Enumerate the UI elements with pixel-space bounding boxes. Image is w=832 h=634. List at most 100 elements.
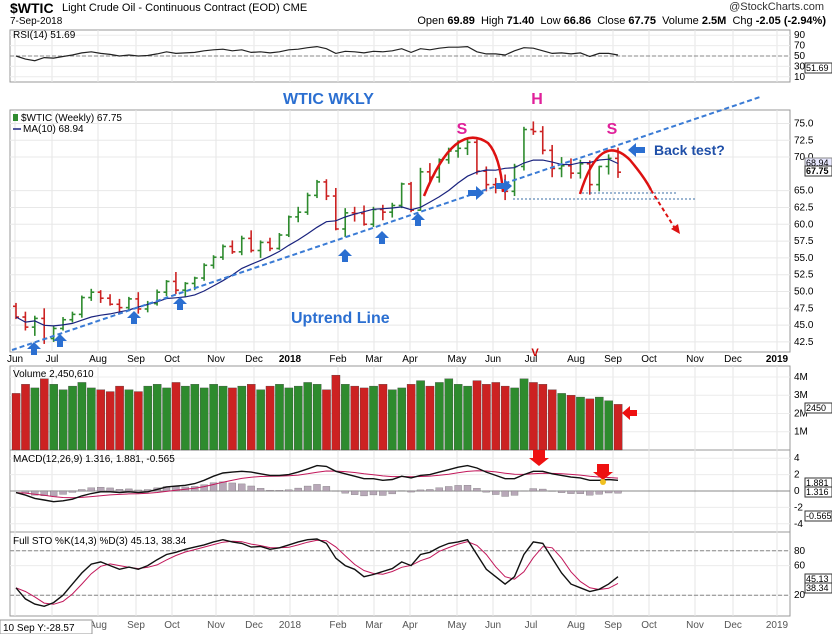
macd-tick: -4 [794,519,803,530]
volume-bar [162,387,171,451]
price-bar [182,282,189,297]
price-bar [285,215,292,238]
price-bar [78,295,85,318]
price-bar [31,315,38,336]
price-bar [125,296,132,310]
volume-bar [406,384,416,451]
volume-bar [425,385,435,451]
volume-bar [566,395,576,451]
volume-bar [312,384,322,451]
month-label: 2018 [279,354,302,365]
month-label: Aug [89,354,107,365]
volume-bar [519,378,529,451]
macd-histogram-bar [115,489,124,492]
volume-bar [482,384,491,451]
volume-bar [275,384,284,451]
volume-bar [303,382,312,451]
macd-histogram-bar [529,488,537,492]
volume-bar [510,387,519,451]
price-bar [361,205,368,226]
volume-bar [557,393,566,451]
macd-line [15,464,619,503]
macd-histogram-bar [426,489,434,492]
price-bar [257,240,264,258]
volume-bar [548,389,557,451]
price-tick: 65.0 [794,186,814,197]
price-bar [549,144,556,178]
month-label-bottom: Nov [686,620,704,631]
price-tick: 72.5 [794,135,814,146]
price-bar [314,179,320,199]
month-label-bottom: Feb [329,620,347,631]
right-shoulder-label: S [607,121,618,138]
month-label-bottom: Jul [525,620,538,631]
volume-bar [143,385,153,451]
month-label: Aug [567,354,585,365]
macd-tick: 2 [794,470,800,481]
left-shoulder-label: S [457,121,468,138]
volume-bar [538,384,548,451]
ma-tag: 68.94 [806,158,829,168]
price-bar [135,292,142,314]
price-bar [276,233,283,250]
volume-bar [284,387,294,451]
volume-bar [124,389,134,451]
price-bar [116,298,123,314]
volume-bar [152,384,162,451]
close-tag: 67.75 [806,166,829,176]
up-arrow [338,249,352,262]
up-arrow [27,342,41,355]
volume-bar [11,393,21,451]
volume-bar [87,387,96,451]
macd-histogram-bar [275,490,284,492]
volume-bar [77,382,87,451]
macd-histogram-bar [256,488,265,492]
macd-histogram-bar [87,487,95,492]
macd-histogram-bar [78,489,86,492]
macd-histogram-bar [313,484,321,492]
vol-tick: 1M [794,427,808,438]
price-bar [50,326,57,342]
price-bar [219,244,226,260]
volume-bar [256,389,265,451]
volume-bar [595,396,604,451]
vol-tick: 2M [794,408,808,419]
price-bar [530,121,537,135]
price-bar [97,290,104,303]
volume-bar [247,384,256,451]
macd-tag-3: -0.565 [806,511,832,521]
price-bar [332,187,339,231]
back-test-label: Back test? [654,142,725,158]
price-bar [567,158,574,179]
price-bar [154,289,161,306]
volume-bar [218,385,228,451]
price-tick: 62.5 [794,202,814,213]
up-arrow [173,297,187,310]
ohlc-readout: Open 69.89 High 71.40 Low 66.86 Close 67… [417,15,826,27]
macd-tag-box-3 [804,510,832,522]
macd-histogram-bar [134,489,142,492]
symbol: $WTIC [10,0,54,16]
right-arrow [496,179,512,193]
price-bar [558,157,565,178]
price-bar [69,311,76,323]
volume-bar [237,385,247,451]
rsi-legend: RSI(14) 51.69 [13,30,76,41]
price-bar [605,154,612,175]
macd-histogram-bar [492,490,500,495]
volume-bar [58,389,68,451]
ma10-line [15,158,619,327]
month-label: Jul [525,354,538,365]
month-label: Mar [365,354,383,365]
month-label-bottom: Sep [127,620,145,631]
month-label: Jun [485,354,501,365]
volume-bar [388,389,397,451]
rsi-tick: 70 [794,41,806,52]
volume-bar [341,384,350,451]
macd-histogram-bar [557,490,566,493]
macd-tag-box-2 [804,486,832,498]
price-tick: 60.0 [794,219,814,230]
month-label: Dec [245,354,263,365]
macd-histogram-bar [595,490,603,495]
